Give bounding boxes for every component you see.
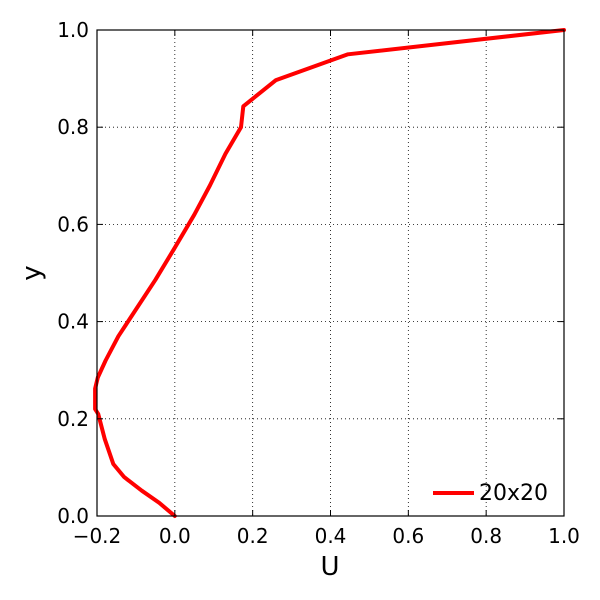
x-tick-label: −0.2 [73,524,122,548]
series-line-20x20 [93,28,566,518]
plot-background [97,30,564,516]
ticks: −0.2 0.0 0.2 0.4 0.6 0.8 1.00.00.20.40.60.81.0 [57,18,580,548]
x-tick-label: 0.0 [159,524,191,548]
x-tick-label: 0.4 [315,524,347,548]
legend: 20x20 [433,481,548,506]
y-tick-label: 0.4 [57,310,89,334]
x-tick-label: 0.2 [237,524,269,548]
x-tick-label: 0.6 [392,524,424,548]
y-tick-label: 0.0 [57,504,89,528]
y-tick-label: 0.8 [57,115,89,139]
legend-label: 20x20 [479,481,548,506]
y-tick-label: 0.6 [57,212,89,236]
y-tick-label: 0.2 [57,407,89,431]
series-layer [93,28,566,518]
y-tick-label: 1.0 [57,18,89,42]
x-tick-label: 0.8 [470,524,502,548]
x-tick-label: 1.0 [548,524,580,548]
x-axis-label: U [320,552,339,582]
y-axis-label: y [17,265,47,280]
